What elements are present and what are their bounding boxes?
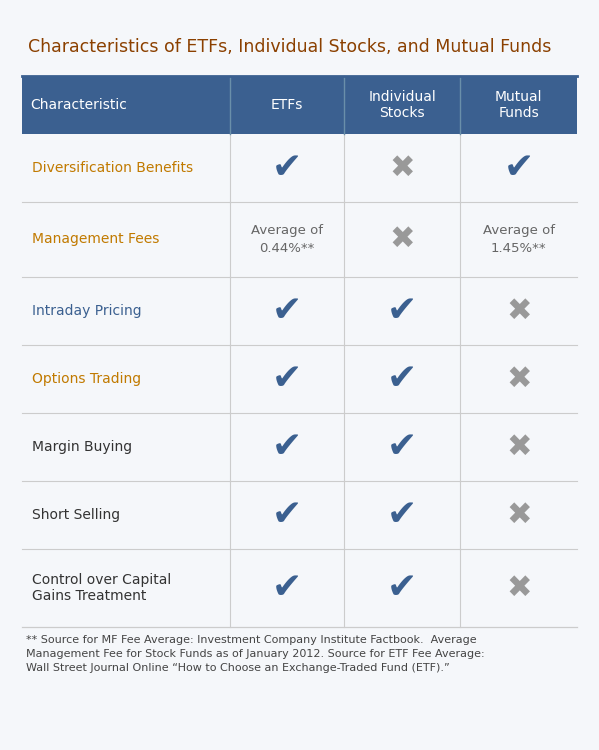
Text: ** Source for MF Fee Average: Investment Company Institute Factbook.  Average
Ma: ** Source for MF Fee Average: Investment… <box>26 635 485 673</box>
Text: Average of
1.45%**: Average of 1.45%** <box>483 224 555 255</box>
FancyBboxPatch shape <box>22 76 577 134</box>
Text: ✔: ✔ <box>387 294 418 328</box>
Text: ✖: ✖ <box>389 225 415 254</box>
Text: ✔: ✔ <box>272 362 302 396</box>
Text: Characteristics of ETFs, Individual Stocks, and Mutual Funds: Characteristics of ETFs, Individual Stoc… <box>28 38 551 56</box>
Text: ✔: ✔ <box>387 571 418 605</box>
Text: ✖: ✖ <box>506 574 531 602</box>
Text: ✔: ✔ <box>387 498 418 532</box>
Text: ✔: ✔ <box>272 151 302 185</box>
Text: ✔: ✔ <box>272 498 302 532</box>
Text: ✔: ✔ <box>272 571 302 605</box>
Text: ETFs: ETFs <box>271 98 303 112</box>
Text: Short Selling: Short Selling <box>32 508 120 522</box>
Text: ✖: ✖ <box>506 296 531 326</box>
Text: Average of
0.44%**: Average of 0.44%** <box>251 224 323 255</box>
Text: ✖: ✖ <box>506 364 531 394</box>
Text: Intraday Pricing: Intraday Pricing <box>32 304 141 318</box>
Text: Mutual
Funds: Mutual Funds <box>495 90 543 120</box>
Text: ✖: ✖ <box>506 433 531 461</box>
Text: Margin Buying: Margin Buying <box>32 440 132 454</box>
Text: ✔: ✔ <box>272 294 302 328</box>
Text: Diversification Benefits: Diversification Benefits <box>32 161 193 175</box>
Text: ✔: ✔ <box>387 430 418 464</box>
Text: ✖: ✖ <box>389 154 415 182</box>
Text: Management Fees: Management Fees <box>32 232 159 247</box>
Text: Control over Capital
Gains Treatment: Control over Capital Gains Treatment <box>32 573 171 603</box>
Text: Individual
Stocks: Individual Stocks <box>368 90 436 120</box>
Text: Options Trading: Options Trading <box>32 372 141 386</box>
Text: ✔: ✔ <box>387 362 418 396</box>
Text: Characteristic: Characteristic <box>30 98 127 112</box>
Text: ✖: ✖ <box>506 500 531 530</box>
Text: ✔: ✔ <box>272 430 302 464</box>
Text: ✔: ✔ <box>504 151 534 185</box>
